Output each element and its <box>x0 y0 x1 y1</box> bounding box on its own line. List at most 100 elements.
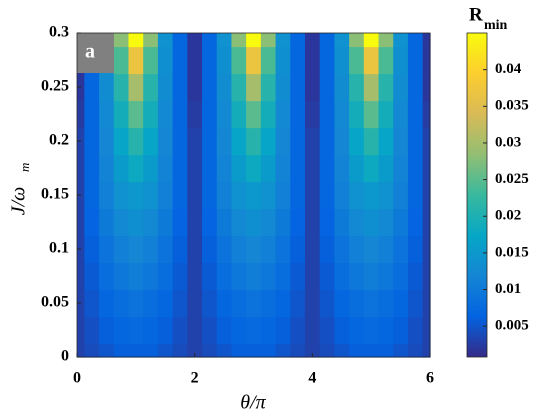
heat-cell <box>113 127 130 156</box>
heat-cell <box>407 46 424 75</box>
heat-cell <box>334 262 350 291</box>
heat-cell <box>84 181 100 210</box>
heat-cell <box>77 100 85 129</box>
heat-cell <box>202 316 218 345</box>
heat-cell <box>157 208 174 237</box>
heat-cell <box>260 33 277 48</box>
heat-cell <box>260 262 277 291</box>
heat-cell <box>246 46 262 75</box>
heat-cell <box>143 235 159 264</box>
heat-cell <box>407 208 424 237</box>
heat-cell <box>99 73 115 102</box>
heat-cell <box>275 235 291 264</box>
heat-cell <box>246 262 262 291</box>
heat-cell <box>143 33 159 48</box>
heat-cell <box>246 154 262 183</box>
heat-cell <box>99 235 115 264</box>
heat-cell <box>99 289 115 318</box>
heat-cell <box>334 343 350 358</box>
heat-cell <box>216 33 233 48</box>
heat-cell <box>393 46 409 75</box>
heat-cell <box>143 208 159 237</box>
heat-cell <box>378 343 394 358</box>
heat-cell <box>172 235 188 264</box>
heat-cell <box>113 289 130 318</box>
heat-cell <box>187 127 203 156</box>
heat-cell <box>143 46 159 75</box>
heat-cell <box>363 181 380 210</box>
heat-cell <box>422 33 431 48</box>
heat-cell <box>216 127 233 156</box>
heat-cell <box>172 316 188 345</box>
heat-cell <box>334 100 350 129</box>
heat-cell <box>363 289 380 318</box>
heat-cell <box>113 235 130 264</box>
y-tick-label: 0.15 <box>41 186 69 203</box>
heat-cell <box>378 154 394 183</box>
heat-cell <box>216 235 233 264</box>
heat-cell <box>304 154 321 183</box>
heat-cell <box>422 46 431 75</box>
heat-cell <box>128 235 144 264</box>
heat-cell <box>334 181 350 210</box>
heat-cell <box>128 73 144 102</box>
heat-cell <box>349 208 365 237</box>
heat-cell <box>157 33 174 48</box>
heat-cell <box>84 289 100 318</box>
heat-cell <box>99 127 115 156</box>
heat-cell <box>393 154 409 183</box>
heat-cell <box>99 100 115 129</box>
heat-cell <box>363 262 380 291</box>
heat-cell <box>202 73 218 102</box>
heat-cell <box>349 73 365 102</box>
heat-cell <box>290 181 306 210</box>
heat-cell <box>422 100 431 129</box>
heat-cell <box>172 208 188 237</box>
panel-label: a <box>85 41 95 63</box>
y-tick-label: 0.05 <box>41 294 69 311</box>
heat-cell <box>422 316 431 345</box>
heat-cell <box>84 208 100 237</box>
heat-cell <box>84 262 100 291</box>
heat-cell <box>157 127 174 156</box>
heat-cell <box>216 154 233 183</box>
y-tick-label: 0.2 <box>49 132 69 149</box>
heat-cell <box>304 343 321 358</box>
heat-cell <box>260 235 277 264</box>
heat-cell <box>378 181 394 210</box>
heat-cell <box>334 316 350 345</box>
heat-cell <box>77 343 85 358</box>
heat-cell <box>304 33 321 48</box>
heat-cell <box>216 73 233 102</box>
heat-cell <box>319 33 335 48</box>
heat-cell <box>393 235 409 264</box>
heat-cell <box>157 316 174 345</box>
heat-cell <box>231 46 247 75</box>
y-tick-label: 0.3 <box>49 24 69 41</box>
heat-cell <box>304 46 321 75</box>
heat-cell <box>187 316 203 345</box>
heat-cell <box>290 100 306 129</box>
heat-cell <box>319 73 335 102</box>
heat-cell <box>407 33 424 48</box>
heat-cell <box>349 235 365 264</box>
heat-cell <box>275 46 291 75</box>
heat-cell <box>319 154 335 183</box>
heat-cell <box>407 154 424 183</box>
heat-cell <box>290 343 306 358</box>
heat-cell <box>422 289 431 318</box>
heat-cell <box>231 100 247 129</box>
heat-cell <box>157 235 174 264</box>
heat-cell <box>363 235 380 264</box>
heat-cell <box>349 154 365 183</box>
heat-cell <box>143 100 159 129</box>
heat-cell <box>378 262 394 291</box>
heat-cell <box>422 127 431 156</box>
heat-cell <box>187 46 203 75</box>
heat-cell <box>422 235 431 264</box>
heat-cell <box>216 316 233 345</box>
heat-cell <box>84 316 100 345</box>
heat-cell <box>378 73 394 102</box>
heat-cell <box>128 181 144 210</box>
